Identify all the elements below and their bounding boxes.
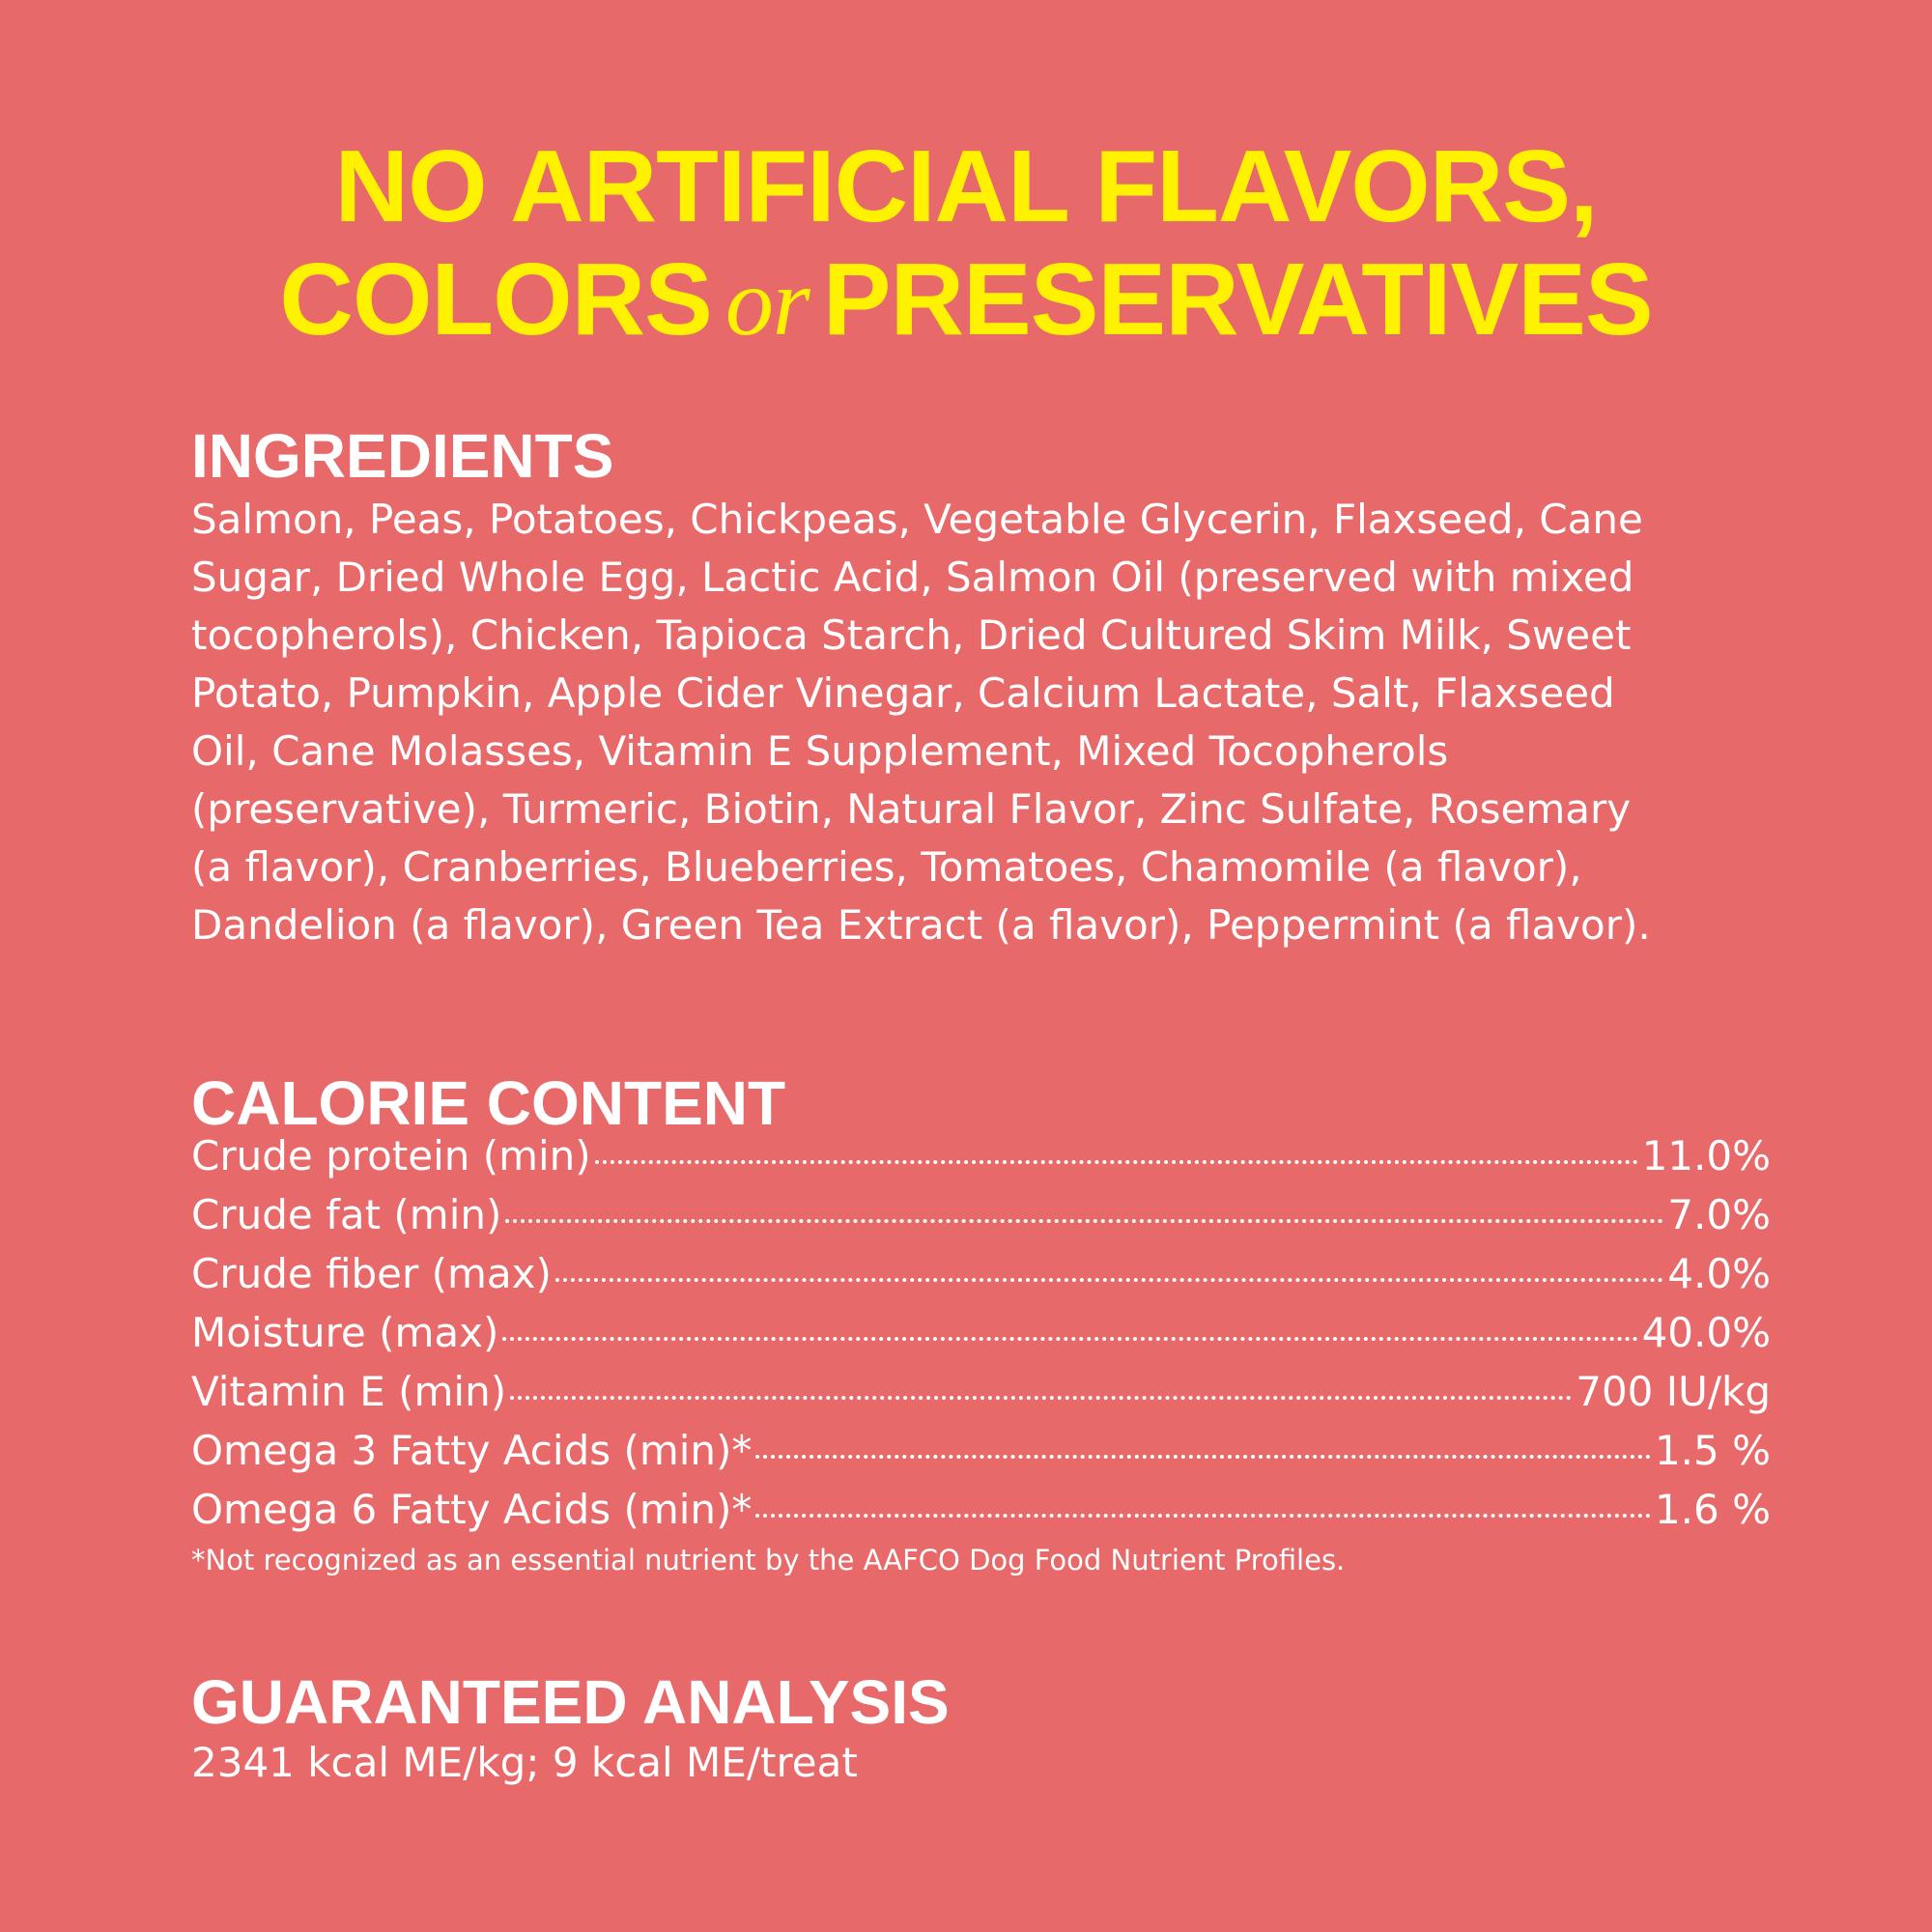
row-label: Crude fat (min) (191, 1191, 502, 1238)
analysis-text: 2341 kcal ME/kg; 9 kcal ME/treat (191, 1739, 858, 1786)
calorie-row: Omega 6 Fatty Acids (min)* 1.6 % (191, 1486, 1771, 1545)
section-heading: GUARANTEED ANALYSIS (191, 1667, 950, 1737)
ingredients-text: Salmon, Peas, Potatoes, Chickpeas, Veget… (191, 491, 1651, 954)
row-label: Moisture (max) (191, 1309, 499, 1356)
calorie-row: Crude fat (min) 7.0% (191, 1191, 1771, 1250)
headline-text: COLORS (279, 242, 712, 356)
dot-leader (594, 1160, 1638, 1164)
calorie-row: Vitamin E (min) 700 IU/kg (191, 1368, 1771, 1427)
row-value: 1.5 % (1654, 1427, 1771, 1474)
dot-leader (755, 1455, 1651, 1459)
dot-leader (505, 1219, 1664, 1223)
row-value: 7.0% (1667, 1191, 1771, 1238)
row-value: 700 IU/kg (1576, 1368, 1771, 1415)
ingredients-line: Potato, Pumpkin, Apple Cider Vinegar, Ca… (191, 669, 1615, 717)
row-value: 40.0% (1641, 1309, 1771, 1356)
ingredients-line: Oil, Cane Molasses, Vitamin E Supplement… (191, 727, 1449, 775)
row-value: 11.0% (1641, 1132, 1771, 1179)
headline-connector: or (724, 248, 810, 355)
dot-leader (755, 1514, 1651, 1518)
headline-line: NO ARTIFICIAL FLAVORS, (334, 129, 1599, 243)
row-value: 1.6 % (1654, 1486, 1771, 1533)
dot-leader (554, 1278, 1664, 1282)
calorie-row: Moisture (max) 40.0% (191, 1309, 1771, 1368)
calorie-row: Omega 3 Fatty Acids (min)* 1.5 % (191, 1427, 1771, 1486)
footnote: *Not recognized as an essential nutrient… (191, 1544, 1346, 1577)
row-label: Crude fiber (max) (191, 1250, 552, 1297)
ingredients-line: Dandelion (a flavor), Green Tea Extract … (191, 901, 1651, 949)
section-heading: INGREDIENTS (191, 421, 614, 491)
dot-leader (502, 1337, 1638, 1341)
dot-leader (510, 1396, 1573, 1400)
ingredients-line: Salmon, Peas, Potatoes, Chickpeas, Veget… (191, 496, 1643, 543)
section-heading: CALORIE CONTENT (191, 1068, 786, 1138)
ingredients-line: (a flavor), Cranberries, Blueberries, To… (191, 843, 1582, 891)
calorie-table: Crude protein (min) 11.0% Crude fat (min) 7… (191, 1132, 1771, 1545)
row-label: Omega 6 Fatty Acids (min)* (191, 1486, 753, 1533)
row-label: Omega 3 Fatty Acids (min)* (191, 1427, 753, 1474)
row-label: Vitamin E (min) (191, 1368, 507, 1415)
ingredients-line: (preservative), Turmeric, Biotin, Natura… (191, 785, 1632, 833)
ingredients-line: Sugar, Dried Whole Egg, Lactic Acid, Sal… (191, 554, 1634, 601)
calorie-row: Crude protein (min) 11.0% (191, 1132, 1771, 1191)
row-value: 4.0% (1667, 1250, 1771, 1297)
row-label: Crude protein (min) (191, 1132, 591, 1179)
headline-text: PRESERVATIVES (822, 242, 1654, 356)
ingredients-line: tocopherols), Chicken, Tapioca Starch, D… (191, 611, 1632, 659)
headline-line: COLORS or PRESERVATIVES (0, 248, 1932, 351)
calorie-row: Crude fiber (max) 4.0% (191, 1250, 1771, 1309)
